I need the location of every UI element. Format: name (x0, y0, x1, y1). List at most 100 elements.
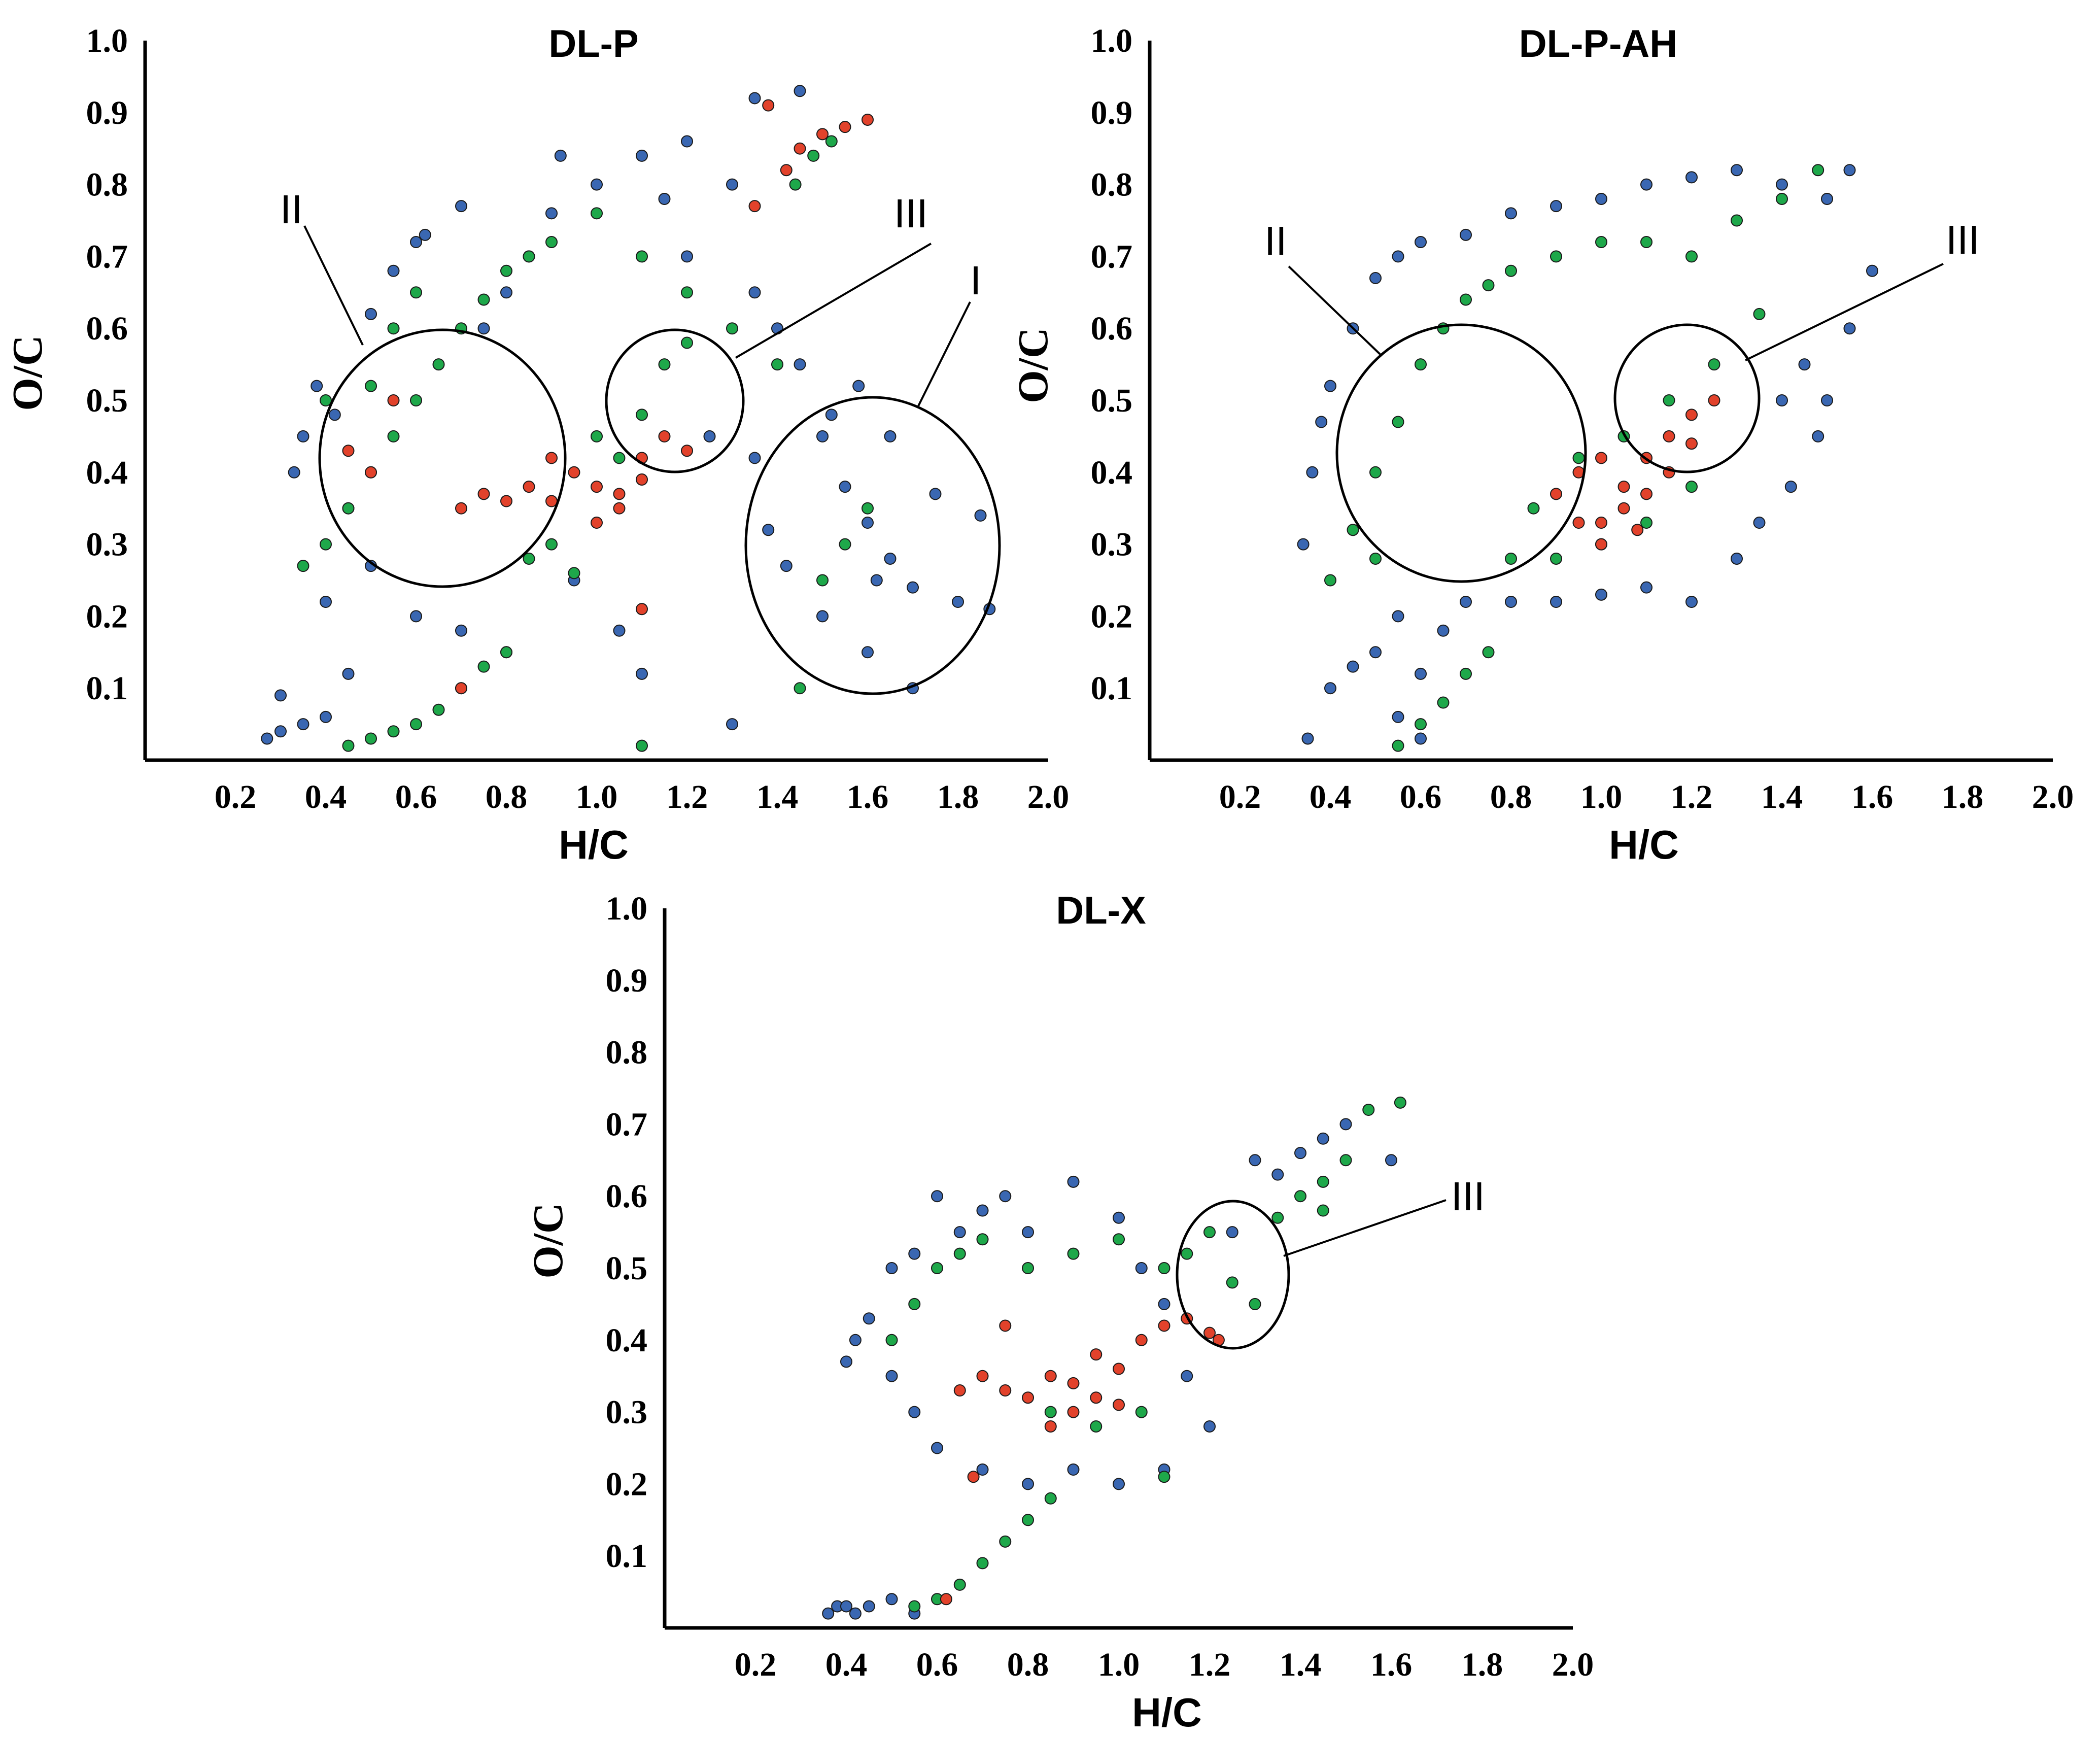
x-tick-label: 1.0 (576, 778, 618, 815)
y-tick-label: 1.0 (86, 22, 128, 59)
data-point-green (1044, 1492, 1057, 1505)
x-tick-label: 0.8 (1490, 778, 1532, 815)
data-point-red (862, 113, 874, 126)
data-point-blue (1640, 581, 1653, 594)
data-point-blue (849, 1334, 862, 1346)
data-point-blue (885, 1593, 898, 1606)
data-point-green (1482, 279, 1495, 292)
data-point-blue (500, 286, 512, 299)
x-axis-title: H/C (559, 822, 629, 867)
data-point-red (545, 452, 558, 464)
data-point-blue (681, 135, 693, 148)
x-tick-label: 0.6 (395, 778, 437, 815)
data-point-green (953, 1247, 966, 1260)
data-point-green (1482, 646, 1495, 659)
data-point-green (816, 574, 829, 587)
data-point-red (1044, 1370, 1057, 1382)
data-point-blue (410, 236, 422, 249)
data-point-blue (884, 430, 897, 442)
y-tick-label: 0.1 (86, 670, 128, 707)
data-point-red (976, 1370, 989, 1382)
x-tick-label: 1.4 (756, 778, 799, 815)
data-point-red (1617, 481, 1630, 493)
data-point-red (613, 488, 626, 500)
data-point-green (1158, 1262, 1171, 1274)
scatter-points (261, 85, 996, 752)
data-point-green (1249, 1298, 1261, 1310)
data-point-green (839, 538, 851, 551)
region-iii-leader (1745, 263, 1944, 361)
x-tick-label: 1.8 (1461, 1646, 1503, 1683)
data-point-red (636, 603, 648, 616)
data-point-blue (1753, 517, 1766, 529)
x-tick-label: 1.4 (1280, 1646, 1322, 1683)
y-tick-label: 0.7 (1091, 238, 1133, 275)
region-iii-label: III (1451, 1174, 1485, 1219)
data-point-blue (748, 92, 761, 105)
y-tick-labels: 0.1 0.2 0.3 0.4 0.5 0.6 0.7 0.8 0.9 1.0 (86, 22, 128, 707)
data-point-blue (387, 264, 400, 277)
region-ii-leader (1288, 265, 1381, 355)
data-point-green (1685, 481, 1698, 493)
data-point-blue (952, 596, 964, 608)
data-point-red (940, 1593, 952, 1606)
y-tick-labels: 0.1 0.2 0.3 0.4 0.5 0.6 0.7 0.8 0.9 1.0 (606, 890, 648, 1575)
data-point-green (1640, 517, 1653, 529)
data-point-red (455, 502, 467, 515)
data-point-green (636, 408, 648, 421)
data-point-blue (455, 200, 467, 213)
data-point-blue (822, 1607, 835, 1620)
panel-dl-x: DL-X 0.10.20.30.40.50.60.70.80.91.0 0.2 0… (525, 889, 1594, 1735)
data-point-green (1392, 416, 1404, 428)
data-point-green (1022, 1262, 1034, 1274)
data-point-green (1415, 358, 1427, 371)
data-point-red (816, 128, 829, 141)
data-point-green (320, 538, 332, 551)
y-tick-label: 0.9 (606, 962, 648, 999)
data-point-green (342, 502, 355, 515)
data-point-green (862, 502, 874, 515)
data-point-blue (1297, 538, 1310, 551)
data-point-blue (816, 430, 829, 442)
data-point-red (762, 99, 775, 112)
data-point-blue (554, 149, 567, 162)
y-axis-title: O/C (1010, 327, 1057, 403)
region-ii-leader (303, 225, 364, 346)
x-tick-label: 1.0 (1580, 778, 1623, 815)
data-point-green (789, 178, 802, 191)
data-point-green (999, 1535, 1012, 1548)
y-axis-title: O/C (4, 335, 51, 411)
data-point-blue (840, 1355, 852, 1368)
data-point-red (636, 473, 648, 486)
y-tick-label: 0.6 (1091, 310, 1133, 347)
x-tick-label: 1.2 (1189, 1646, 1231, 1683)
data-point-red (1044, 1420, 1057, 1433)
data-point-green (1572, 452, 1585, 464)
y-tick-label: 0.9 (86, 94, 128, 131)
region-ii-ellipse (318, 328, 567, 588)
data-point-green (1090, 1420, 1103, 1433)
data-point-red (681, 445, 693, 457)
y-tick-label: 0.3 (86, 526, 128, 563)
data-point-red (1113, 1363, 1125, 1375)
data-point-green (1505, 264, 1517, 277)
data-point-green (410, 394, 422, 406)
y-tick-label: 0.2 (86, 598, 128, 635)
y-tick-label: 0.5 (606, 1250, 648, 1287)
data-point-blue (1505, 207, 1517, 220)
x-tick-labels: 0.2 0.4 0.6 0.8 1.0 1.2 1.4 1.6 1.8 2.0 (735, 1646, 1594, 1683)
data-point-green (1460, 293, 1472, 306)
data-point-green (976, 1557, 989, 1570)
data-point-blue (1339, 1118, 1352, 1131)
data-point-green (726, 322, 738, 335)
data-point-blue (636, 149, 648, 162)
x-tick-label: 1.2 (666, 778, 708, 815)
data-point-green (500, 264, 512, 277)
data-point-green (387, 322, 400, 335)
data-point-blue (1798, 358, 1811, 371)
data-point-blue (1866, 264, 1878, 277)
data-point-blue (1369, 271, 1382, 284)
data-point-red (1572, 517, 1585, 529)
data-point-green (342, 739, 355, 752)
data-point-red (455, 682, 467, 695)
